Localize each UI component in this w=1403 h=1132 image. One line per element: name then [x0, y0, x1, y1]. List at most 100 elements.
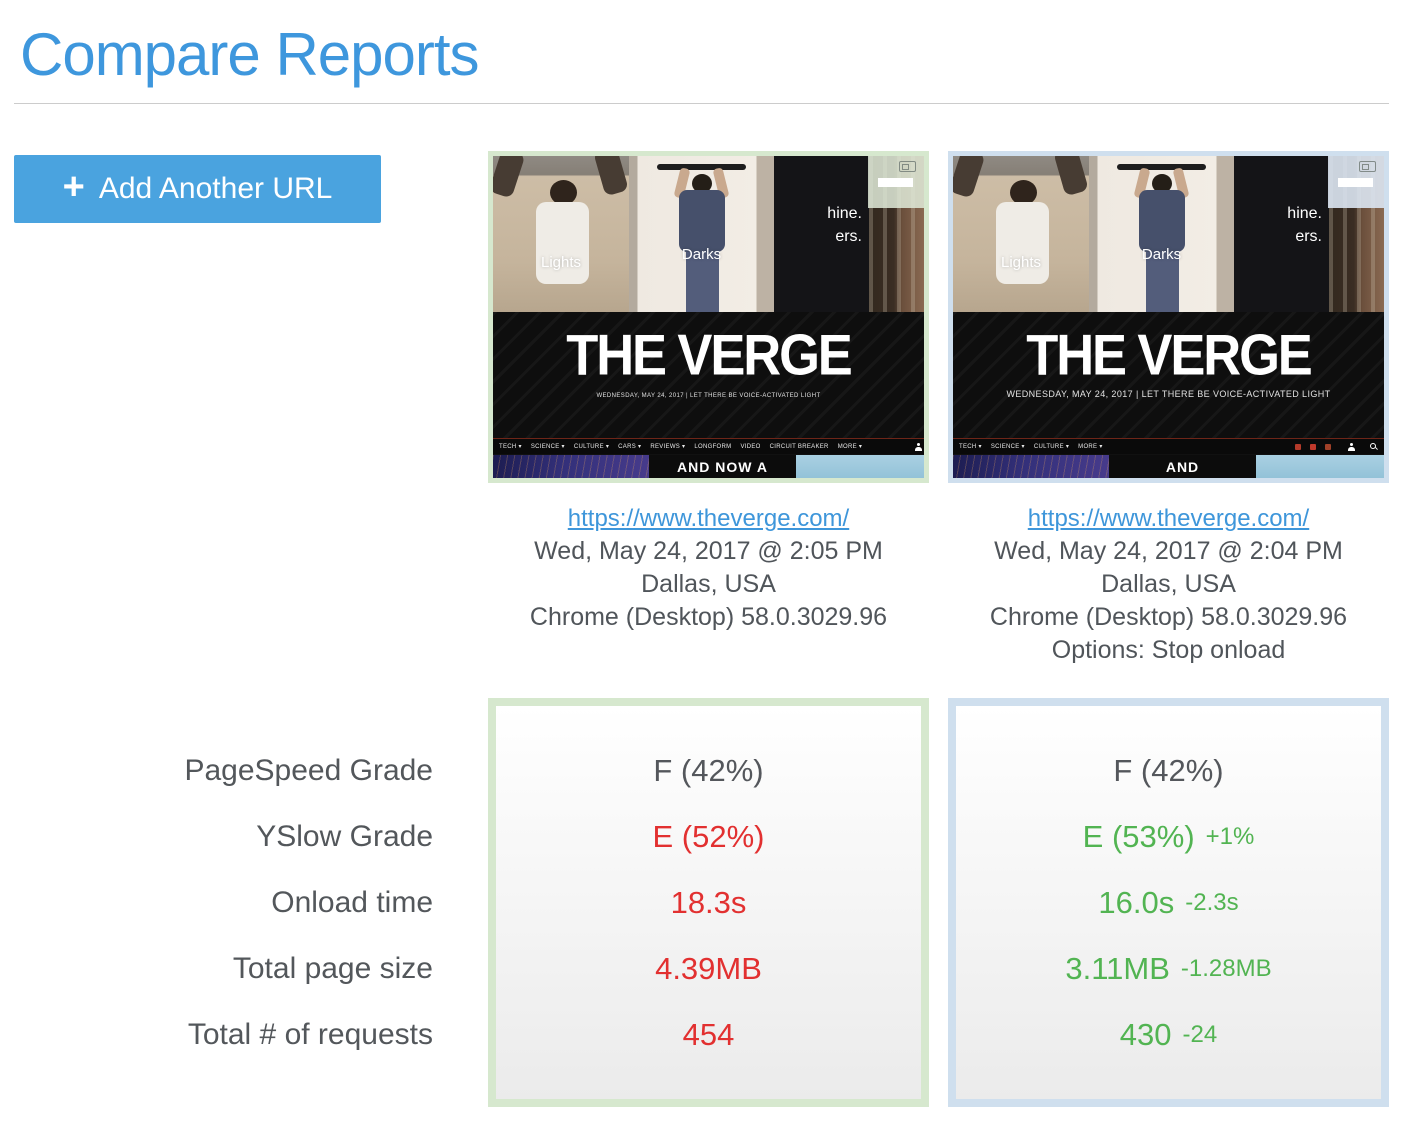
verge-tagline: WEDNESDAY, MAY 24, 2017 | LET THERE BE V…	[1006, 389, 1331, 399]
metric-value: 16.0s	[1098, 885, 1175, 920]
ad-text-line1: hine.	[827, 205, 862, 222]
photo-detail	[493, 156, 526, 199]
metric-value: 454	[682, 1017, 735, 1052]
verge-tagline: WEDNESDAY, MAY 24, 2017 | LET THERE BE V…	[596, 393, 821, 399]
report-browser: Chrome (Desktop) 58.0.3029.96	[989, 603, 1348, 631]
verge-nav-item: CARS ▾	[618, 444, 642, 450]
metric-row-onload: 16.0s -2.3s	[956, 870, 1381, 936]
verge-nav-item: TECH ▾	[499, 444, 522, 450]
verge-logo: THE VERGE	[1026, 322, 1313, 388]
photo-detail	[996, 202, 1049, 284]
metric-value: E (53%)	[1082, 819, 1195, 854]
verge-nav-item: MORE ▾	[1078, 444, 1103, 450]
report-options: Options: Stop onload	[1051, 636, 1286, 664]
metric-value: F (42%)	[653, 753, 764, 788]
add-another-url-label: Add Another URL	[98, 172, 333, 205]
twitter-icon	[1310, 443, 1316, 450]
metric-row-pagesize: 3.11MB -1.28MB	[956, 936, 1381, 1002]
metrics-panel-right: F (42%) E (53%) +1% 16.0s -2.3s 3.11MB -…	[948, 698, 1389, 1107]
report-timestamp: Wed, May 24, 2017 @ 2:05 PM	[534, 537, 883, 565]
photo-detail	[953, 156, 986, 199]
report-meta-right: https://www.theverge.com/ Wed, May 24, 2…	[948, 502, 1389, 667]
verge-ad-panel: hine. ers.	[1234, 156, 1329, 312]
metrics-panel-left-body: F (42%) E (52%) 18.3s 4.39MB 454	[496, 706, 921, 1099]
verge-hero-strip: Lights Darks hine. ers.	[953, 156, 1384, 312]
metric-value: 3.11MB	[1065, 951, 1170, 986]
metric-value: 18.3s	[670, 885, 747, 920]
verge-photo-darks: Darks	[1089, 156, 1234, 312]
metric-label-pagesize: Total page size	[232, 952, 433, 985]
photo-detail	[593, 156, 629, 197]
metric-delta: +1%	[1205, 823, 1255, 850]
photo-detail	[692, 174, 712, 193]
report-url-link[interactable]: https://www.theverge.com/	[567, 505, 850, 532]
report-column-right: Lights Darks hine. ers.	[948, 151, 1389, 667]
verge-photo-lights: Lights	[493, 156, 629, 312]
article-art-light	[796, 455, 924, 478]
verge-nav-bar: TECH ▾ SCIENCE ▾ CULTURE ▾ CARS ▾ REVIEW…	[493, 438, 924, 454]
metric-delta: -2.3s	[1185, 889, 1239, 916]
minus-dash-icon	[878, 178, 913, 187]
verge-nav-item: VIDEO	[740, 443, 761, 450]
metric-value: F (42%)	[1113, 753, 1224, 788]
verge-hero-strip: Lights Darks hine. ers.	[493, 156, 924, 312]
article-art	[953, 455, 1109, 478]
article-headline: AND	[1109, 455, 1256, 478]
verge-photo-lights: Lights	[953, 156, 1089, 312]
verge-logo: THE VERGE	[566, 322, 853, 388]
verge-nav-item: SCIENCE ▾	[990, 444, 1025, 450]
article-art-light	[1256, 455, 1384, 478]
metric-row-pagespeed: F (42%)	[956, 738, 1381, 804]
verge-nav-bar: TECH ▾ SCIENCE ▾ CULTURE ▾ MORE ▾	[953, 438, 1384, 454]
metric-label-yslow: YSlow Grade	[256, 820, 433, 853]
article-art	[493, 455, 649, 478]
metric-row-requests: 430 -24	[956, 1002, 1381, 1068]
thumbnail-overlay	[1328, 156, 1384, 208]
report-thumbnail-right: Lights Darks hine. ers.	[953, 156, 1384, 478]
metric-row-yslow: E (53%) +1%	[956, 804, 1381, 870]
photo-detail	[679, 190, 725, 252]
metric-row-onload: 18.3s	[496, 870, 921, 936]
metric-label-pagespeed: PageSpeed Grade	[184, 754, 433, 787]
photo-detail	[686, 252, 719, 312]
metric-value: E (52%)	[652, 819, 765, 854]
report-location: Dallas, USA	[1101, 570, 1236, 598]
report-thumbnail-frame-right: Lights Darks hine. ers.	[948, 151, 1389, 483]
metric-label-requests: Total # of requests	[187, 1018, 433, 1051]
report-location: Dallas, USA	[641, 570, 776, 598]
darks-caption: Darks	[1141, 246, 1182, 263]
darks-caption: Darks	[681, 246, 722, 263]
verge-nav-item: CULTURE ▾	[573, 444, 610, 450]
photo-detail	[657, 164, 746, 170]
metric-delta: -1.28MB	[1180, 955, 1272, 982]
verge-below-fold: AND	[953, 455, 1384, 478]
verge-below-fold: AND NOW A	[493, 455, 924, 478]
thumbnail-overlay	[868, 156, 924, 208]
metric-row-pagesize: 4.39MB	[496, 936, 921, 1002]
verge-photo-darks: Darks	[629, 156, 774, 312]
minus-dash-icon	[1338, 178, 1373, 187]
camera-icon	[1359, 161, 1376, 172]
verge-logo-band: THE VERGE WEDNESDAY, MAY 24, 2017 | LET …	[953, 312, 1384, 438]
photo-detail	[1139, 190, 1185, 252]
photo-detail	[1117, 164, 1206, 170]
metric-value: 430	[1119, 1017, 1172, 1052]
photo-detail	[1010, 180, 1037, 205]
camera-icon	[899, 161, 916, 172]
add-another-url-button[interactable]: + Add Another URL	[14, 155, 381, 223]
report-thumbnail-left: Lights Darks hine. ers.	[493, 156, 924, 478]
metric-value: 4.39MB	[655, 951, 762, 986]
lights-caption: Lights	[540, 254, 582, 271]
verge-nav-item: LONGFORM	[694, 443, 732, 450]
photo-detail	[536, 202, 589, 284]
lights-caption: Lights	[1000, 254, 1042, 271]
verge-nav-item: MORE ▾	[837, 444, 863, 450]
report-meta-left: https://www.theverge.com/ Wed, May 24, 2…	[488, 502, 929, 634]
report-thumbnail-frame-left: Lights Darks hine. ers.	[488, 151, 929, 483]
metric-labels-column: PageSpeed Grade YSlow Grade Onload time …	[0, 706, 433, 1068]
report-url-link[interactable]: https://www.theverge.com/	[1027, 505, 1310, 532]
verge-nav-item: TECH ▾	[959, 444, 982, 450]
plus-icon: +	[62, 166, 85, 208]
verge-nav-item: SCIENCE ▾	[530, 444, 565, 450]
